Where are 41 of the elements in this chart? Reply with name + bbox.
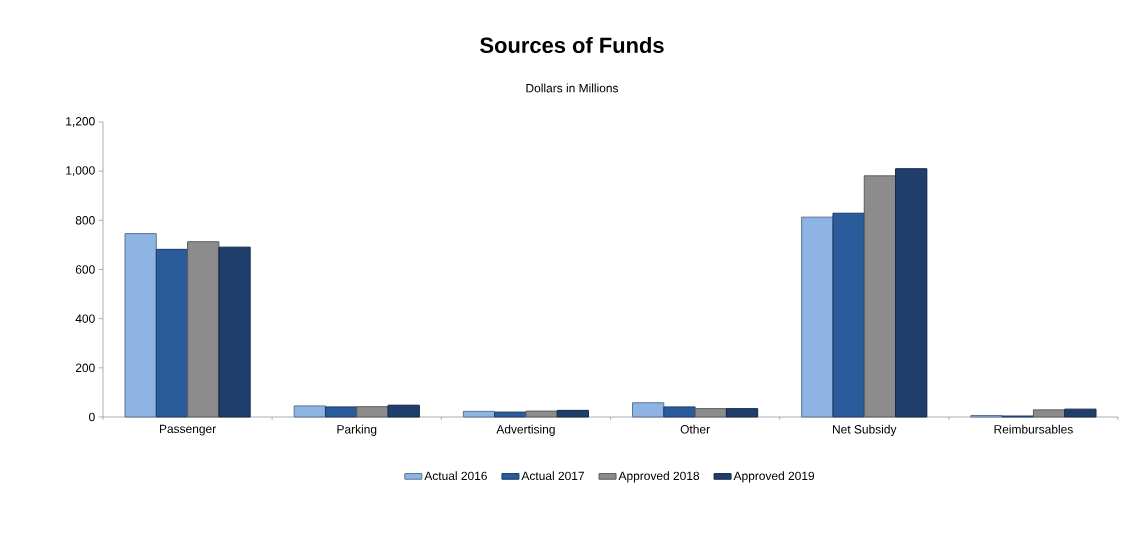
y-tick-label: 0 <box>89 412 95 422</box>
bar <box>187 241 220 418</box>
x-tick-label: Passenger <box>159 424 216 436</box>
bar <box>863 175 897 418</box>
bar <box>525 410 558 418</box>
y-tick-label: 200 <box>75 363 95 373</box>
y-tick-label: 1,000 <box>66 166 95 177</box>
bar <box>124 233 157 418</box>
chart-title: Sources of Funds <box>480 36 664 54</box>
legend-label: Actual 2017 <box>521 471 584 481</box>
y-tick-label: 400 <box>75 314 95 323</box>
chart-subtitle: Dollars in Millions <box>526 83 619 93</box>
bar <box>462 410 496 418</box>
bar <box>324 406 358 418</box>
bar <box>387 404 420 418</box>
bar <box>218 246 251 418</box>
y-tick-label: 800 <box>75 216 95 225</box>
bar <box>1064 408 1097 418</box>
bar <box>801 216 834 418</box>
bar <box>1032 409 1066 418</box>
legend-label: Approved 2019 <box>733 471 815 483</box>
bar <box>356 406 389 418</box>
x-tick-label: Other <box>680 424 710 434</box>
legend-label: Actual 2016 <box>424 471 487 481</box>
bar <box>663 406 696 418</box>
y-tick-label: 600 <box>75 265 95 274</box>
bar <box>155 248 189 418</box>
bar <box>494 411 527 418</box>
y-tick-label: 1,200 <box>66 117 95 127</box>
x-tick-label: Net Subsidy <box>833 424 897 436</box>
bar <box>556 409 590 418</box>
x-tick-label: Parking <box>337 424 377 436</box>
x-tick-label: Reimbursables <box>994 424 1073 434</box>
legend-label: Approved 2018 <box>618 471 700 483</box>
bar <box>694 408 727 418</box>
bar <box>293 405 326 418</box>
x-tick-label: Advertising <box>496 424 555 436</box>
bar <box>832 212 865 418</box>
bar <box>725 408 759 418</box>
bar <box>632 402 665 418</box>
bar <box>895 168 928 418</box>
